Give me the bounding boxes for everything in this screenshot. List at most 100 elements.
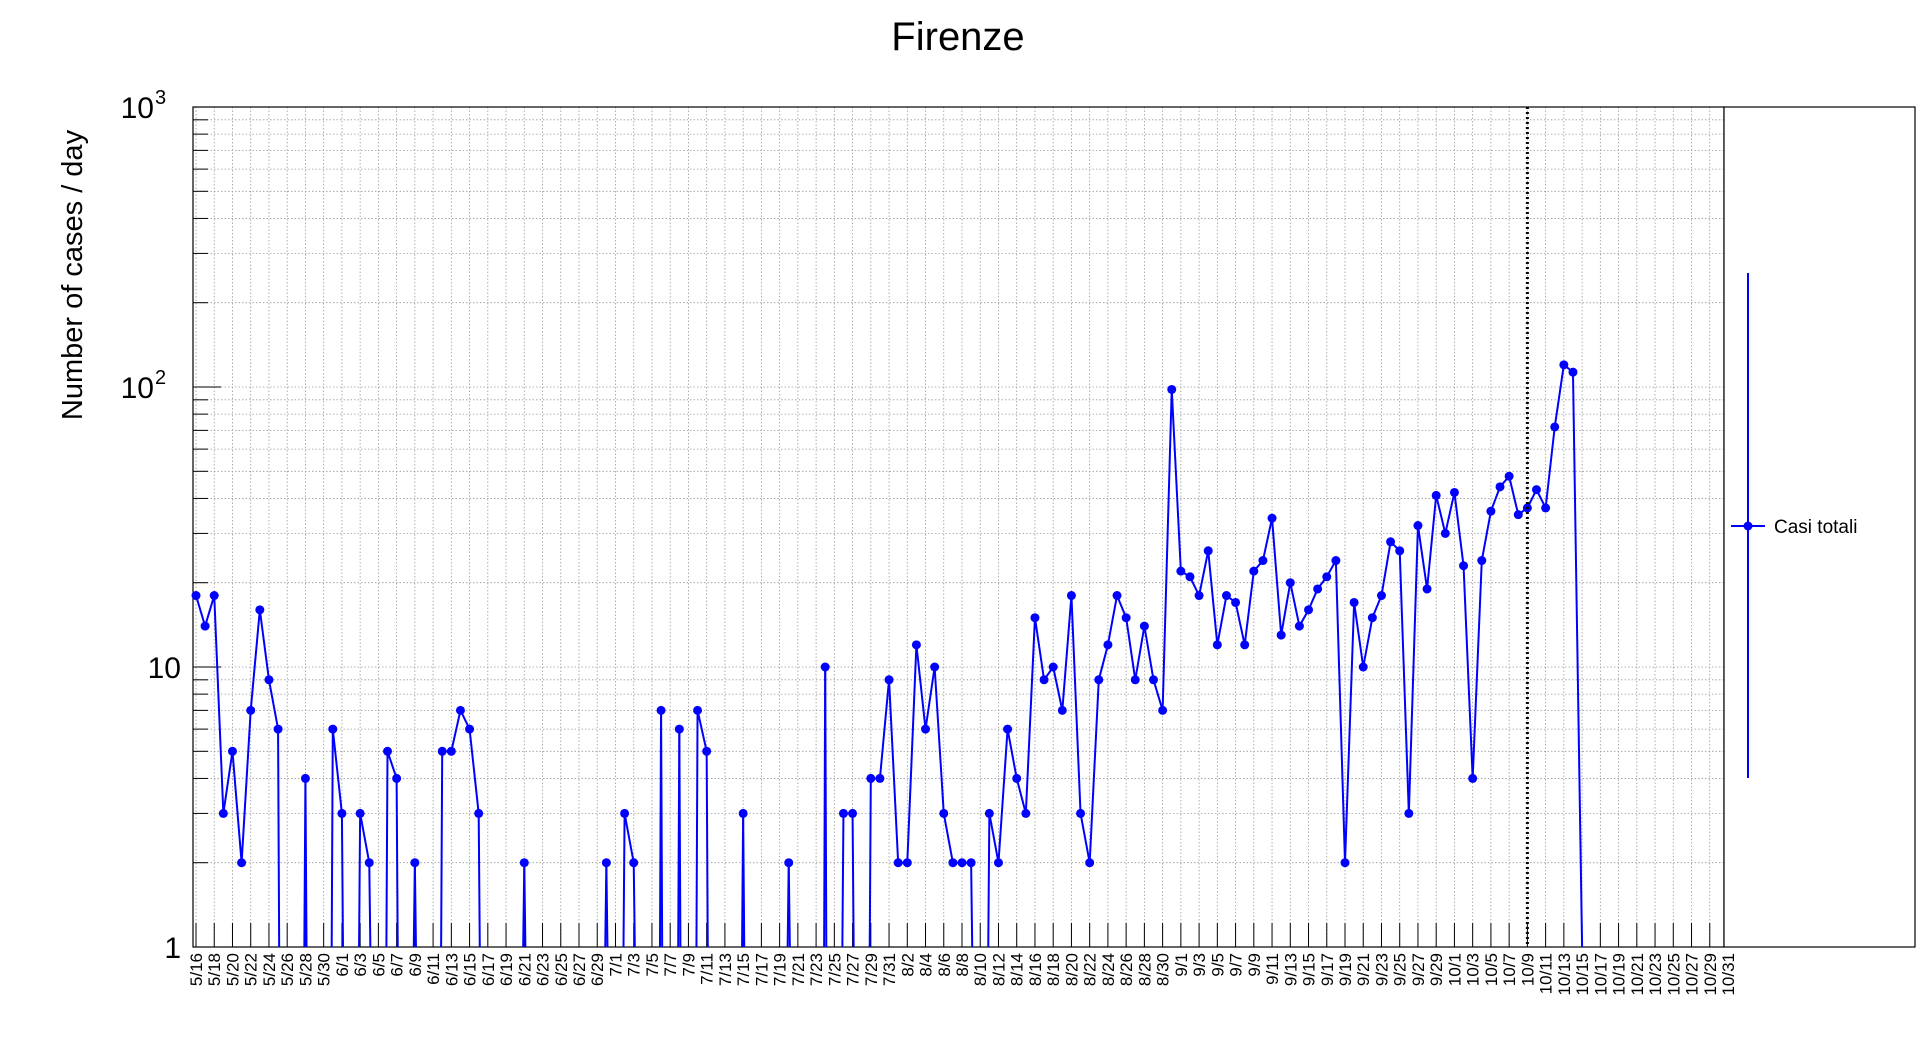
series-segment (267, 679, 280, 730)
data-point (1559, 360, 1569, 370)
data-point (1386, 537, 1396, 547)
series-segment (705, 751, 709, 948)
x-tick-label: 5/30 (315, 953, 334, 986)
data-point (921, 724, 931, 734)
series-segment (933, 666, 945, 814)
data-point (1258, 556, 1268, 566)
x-tick-label: 9/29 (1427, 953, 1446, 986)
data-point (1294, 621, 1304, 631)
x-tick-label: 8/18 (1044, 953, 1063, 986)
data-point (1212, 640, 1222, 650)
series-segment (1480, 511, 1492, 561)
series-segment (523, 862, 527, 948)
data-point (1331, 556, 1341, 566)
series-segment (1553, 364, 1565, 428)
data-point (948, 858, 958, 868)
series-segment (851, 813, 855, 948)
x-tick-label: 10/29 (1701, 953, 1720, 996)
data-point (519, 858, 529, 868)
data-point (1358, 662, 1368, 672)
series-segment (824, 666, 828, 948)
x-tick-label: 5/24 (260, 953, 279, 986)
x-tick-label: 6/1 (333, 953, 352, 977)
data-point (838, 808, 848, 818)
data-point (784, 858, 794, 868)
x-tick-label: 9/21 (1354, 953, 1373, 986)
data-point (957, 858, 967, 868)
data-point (1477, 556, 1487, 566)
x-tick-label: 10/7 (1500, 953, 1519, 986)
series-segment (906, 644, 918, 863)
x-tick-label: 10/1 (1445, 953, 1464, 986)
series-casi-totali (191, 360, 1584, 948)
data-point (1221, 591, 1231, 601)
series-segment (924, 666, 936, 730)
series-segment (1097, 644, 1109, 681)
series-segment (841, 813, 845, 948)
data-point (1139, 621, 1149, 631)
series-segment (204, 595, 216, 627)
series-segment (915, 644, 927, 730)
x-tick-label: 9/17 (1318, 953, 1337, 986)
data-point (410, 858, 420, 868)
y-axis-label: Number of cases / day (57, 129, 89, 420)
data-point (392, 773, 402, 783)
x-tick-label: 10/13 (1555, 953, 1574, 996)
y-tick-label-exponent: 2 (155, 367, 166, 389)
data-point (1039, 675, 1049, 685)
chart-title: Firenze (891, 15, 1024, 59)
series-segment (385, 751, 389, 948)
data-point (437, 746, 447, 756)
x-tick-label: 5/16 (187, 953, 206, 986)
series-segment (359, 813, 371, 863)
data-point (1112, 591, 1122, 601)
x-tick-label: 7/11 (698, 953, 717, 985)
series-segment (395, 778, 399, 948)
data-point (1203, 546, 1213, 556)
series-segment (696, 710, 708, 752)
x-tick-label: 10/27 (1683, 953, 1702, 996)
data-point (1532, 485, 1541, 495)
data-point (620, 808, 630, 818)
data-point (1322, 572, 1332, 582)
x-tick-label: 8/14 (1008, 953, 1027, 986)
series-segment (988, 813, 1000, 863)
series-segment (1216, 595, 1228, 646)
series-segment (1271, 518, 1283, 636)
series-segment (1471, 560, 1483, 779)
series-segment (1079, 813, 1091, 863)
data-point (1468, 773, 1478, 783)
series-segment (1261, 517, 1274, 561)
data-point (1541, 503, 1551, 513)
x-tick-label: 10/21 (1628, 953, 1647, 996)
series-segment (450, 710, 462, 752)
data-point (218, 808, 228, 818)
data-point (1568, 367, 1578, 377)
series-segment (1380, 541, 1392, 596)
data-point (702, 746, 712, 756)
x-axis: 5/16 5/18 5/20 5/22 5/24 5/26 5/28 5/30 6/1 6/3 6/… (187, 923, 1738, 996)
x-tick-label: 7/29 (862, 953, 881, 986)
data-point (1431, 490, 1441, 500)
series-segment (1152, 679, 1164, 711)
x-tick-label: 7/17 (752, 953, 771, 986)
data-point (383, 746, 392, 756)
series-segment (222, 751, 234, 814)
x-tick-label: 10/9 (1518, 953, 1537, 986)
series-segment (1334, 560, 1346, 863)
data-point (237, 858, 247, 868)
y-tick-label: 10 3 (121, 87, 167, 125)
series-segment (942, 813, 954, 863)
y-tick-label-base: 10 (121, 372, 154, 405)
legend: Casi totali (1723, 106, 1916, 948)
series-segment (878, 679, 891, 779)
data-point (474, 808, 484, 818)
data-point (993, 858, 1003, 868)
x-tick-label: 6/15 (461, 953, 480, 986)
data-point (629, 858, 639, 868)
series-segment (997, 729, 1009, 863)
data-point (693, 705, 703, 715)
